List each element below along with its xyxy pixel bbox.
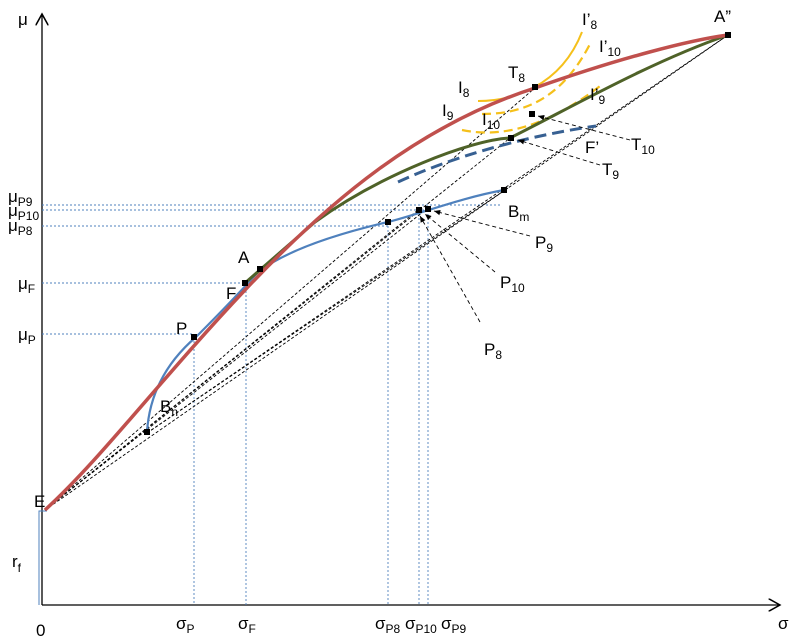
point-bn-label: Bn	[160, 397, 178, 419]
rf-bracket	[38, 510, 47, 605]
point-t9-label: T9	[602, 160, 619, 182]
point-bm-label: Bm	[508, 202, 529, 224]
point-i8prime-label: I’8	[582, 10, 598, 32]
point-i10prime-label: I’10	[599, 37, 621, 59]
rf-label: rf	[12, 552, 22, 575]
sigma-p8-label: σP8	[375, 614, 401, 636]
mu-p-label: μP	[18, 325, 36, 347]
point-i8-label: I8	[458, 78, 470, 100]
vertical-guides	[193, 210, 429, 605]
point-markers	[144, 32, 731, 435]
point-t8-label: T8	[508, 63, 525, 85]
point-a-label: A	[238, 248, 250, 267]
sigma-p10-label: σP10	[405, 614, 437, 636]
point-f-label: F	[226, 284, 236, 303]
mu-f-label: μF	[18, 274, 35, 296]
green-frontier	[244, 33, 729, 285]
point-t10-label: T10	[631, 135, 655, 157]
blue-dashed-frontier	[397, 124, 597, 184]
annotation-arrows	[419, 114, 631, 323]
x-axis-label: σ	[778, 614, 789, 633]
mu-p9-label: μP9	[8, 187, 33, 209]
indifference-curve-9	[461, 85, 601, 134]
point-e-label: E	[34, 492, 45, 511]
point-i9-label: I9	[442, 101, 454, 123]
indifference-curve-10	[481, 43, 591, 116]
red-efficient-frontier	[43, 33, 729, 512]
origin-label: 0	[36, 621, 45, 640]
point-p-label: P	[176, 319, 187, 338]
mu-p10-label: μP10	[8, 201, 39, 223]
point-a2-label: A”	[714, 7, 731, 26]
sigma-p9-label: σP9	[441, 614, 467, 636]
y-axis-label: μ	[18, 10, 28, 29]
point-p9-label: P9	[535, 233, 553, 255]
point-i10-label: I10	[482, 110, 500, 132]
sigma-f-label: σF	[238, 614, 256, 636]
point-p8-label: P8	[484, 340, 502, 362]
horizontal-guides	[42, 204, 502, 335]
sigma-p-label: σP	[176, 614, 195, 636]
point-p10-label: P10	[500, 273, 525, 295]
capital-allocation-lines	[44, 34, 729, 511]
point-fprime-label: F’	[585, 138, 599, 157]
mu-p8-label: μP8	[8, 216, 33, 238]
point-i9prime-label: I’9	[590, 85, 606, 107]
